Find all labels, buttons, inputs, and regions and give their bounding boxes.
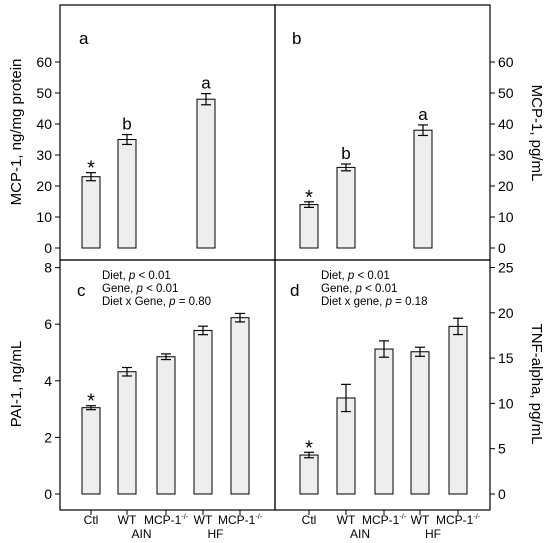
bar xyxy=(81,407,101,495)
x-category-label: MCP-1-/- xyxy=(144,513,189,527)
y-tick-label: 10 xyxy=(498,209,514,225)
y-tick-label: 60 xyxy=(498,54,514,70)
bar xyxy=(336,397,356,495)
significance-label: b xyxy=(341,144,350,163)
stats-line: Diet, p < 0.01 xyxy=(102,270,171,282)
frame-bottom-right xyxy=(274,259,491,511)
bar xyxy=(156,356,176,495)
y-tick-label: 10 xyxy=(36,209,52,225)
y-tick-label: 2 xyxy=(44,429,52,445)
stats-line: Diet x Gene, p = 0.80 xyxy=(102,296,211,308)
y-tick-label: 25 xyxy=(498,260,514,276)
y-tick-label: 20 xyxy=(36,178,52,194)
y-axis-title-b: MCP-1, pg/mL xyxy=(528,85,545,182)
bar xyxy=(299,454,319,495)
bar xyxy=(81,176,101,249)
x-category-label: WT xyxy=(118,513,137,527)
x-category-label: Ctl xyxy=(84,513,99,527)
stats-line: Diet x gene, p = 0.18 xyxy=(321,296,427,308)
y-tick-label: 30 xyxy=(498,147,514,163)
y-axis-title-a: MCP-1, ng/mg protein xyxy=(8,59,25,206)
y-axis-title-c: PAI-1, ng/mL xyxy=(8,341,25,427)
y-tick-label: 0 xyxy=(498,240,506,256)
bar xyxy=(336,166,356,249)
significance-label: * xyxy=(87,391,95,413)
y-tick-label: 60 xyxy=(36,54,52,70)
y-tick-label: 40 xyxy=(498,116,514,132)
y-tick-label: 40 xyxy=(36,116,52,132)
x-group-label: AIN xyxy=(350,527,370,541)
y-tick-label: 0 xyxy=(498,486,506,502)
x-group-label: HF xyxy=(208,527,224,541)
bar xyxy=(410,351,430,495)
y-tick-label: 5 xyxy=(498,441,506,457)
panel-letter: d xyxy=(290,281,299,300)
significance-label: a xyxy=(201,74,211,93)
bar xyxy=(413,129,433,249)
panel-letter: b xyxy=(292,29,301,48)
y-tick-label: 20 xyxy=(498,178,514,194)
y-tick-label: 15 xyxy=(498,350,514,366)
y-tick-label: 4 xyxy=(44,373,52,389)
bar xyxy=(374,348,394,495)
y-axis-title-d: TNF-alpha, pg/mL xyxy=(528,324,545,445)
y-tick-label: 6 xyxy=(44,316,52,332)
x-category-label: MCP-1-/- xyxy=(362,513,407,527)
panel-letter: c xyxy=(77,281,86,300)
bar xyxy=(117,139,137,249)
significance-label: * xyxy=(87,158,95,180)
significance-label: a xyxy=(418,105,428,124)
x-category-label: WT xyxy=(411,513,430,527)
x-group-label: HF xyxy=(425,527,441,541)
bar xyxy=(117,371,137,495)
x-category-label: WT xyxy=(337,513,356,527)
y-tick-label: 20 xyxy=(498,305,514,321)
panel-a: 0 10 20 30 40 50 60 * b a a xyxy=(36,29,216,256)
significance-label: b xyxy=(122,115,131,134)
bar xyxy=(448,325,468,495)
significance-label: * xyxy=(305,187,313,209)
stats-line: Gene, p < 0.01 xyxy=(321,283,397,295)
bar xyxy=(299,204,319,249)
y-tick-label: 8 xyxy=(44,260,52,276)
panel-letter: a xyxy=(79,29,89,48)
y-tick-label: 30 xyxy=(36,147,52,163)
x-category-label: Ctl xyxy=(302,513,317,527)
y-tick-label: 0 xyxy=(44,240,52,256)
x-category-label: WT xyxy=(194,513,213,527)
stats-line: Gene, p < 0.01 xyxy=(102,283,178,295)
stats-line: Diet, p < 0.01 xyxy=(321,270,390,282)
y-tick-label: 0 xyxy=(44,486,52,502)
bar xyxy=(196,98,216,249)
bar xyxy=(230,317,250,495)
bar xyxy=(193,329,213,495)
y-tick-label: 10 xyxy=(498,395,514,411)
x-group-label: AIN xyxy=(131,527,151,541)
x-category-label: MCP-1-/- xyxy=(218,513,263,527)
panel-b: 0 10 20 30 40 50 60 * b a b xyxy=(292,29,514,256)
x-category-label: MCP-1-/- xyxy=(436,513,481,527)
y-tick-label: 50 xyxy=(498,85,514,101)
y-tick-label: 50 xyxy=(36,85,52,101)
significance-label: * xyxy=(305,437,313,459)
